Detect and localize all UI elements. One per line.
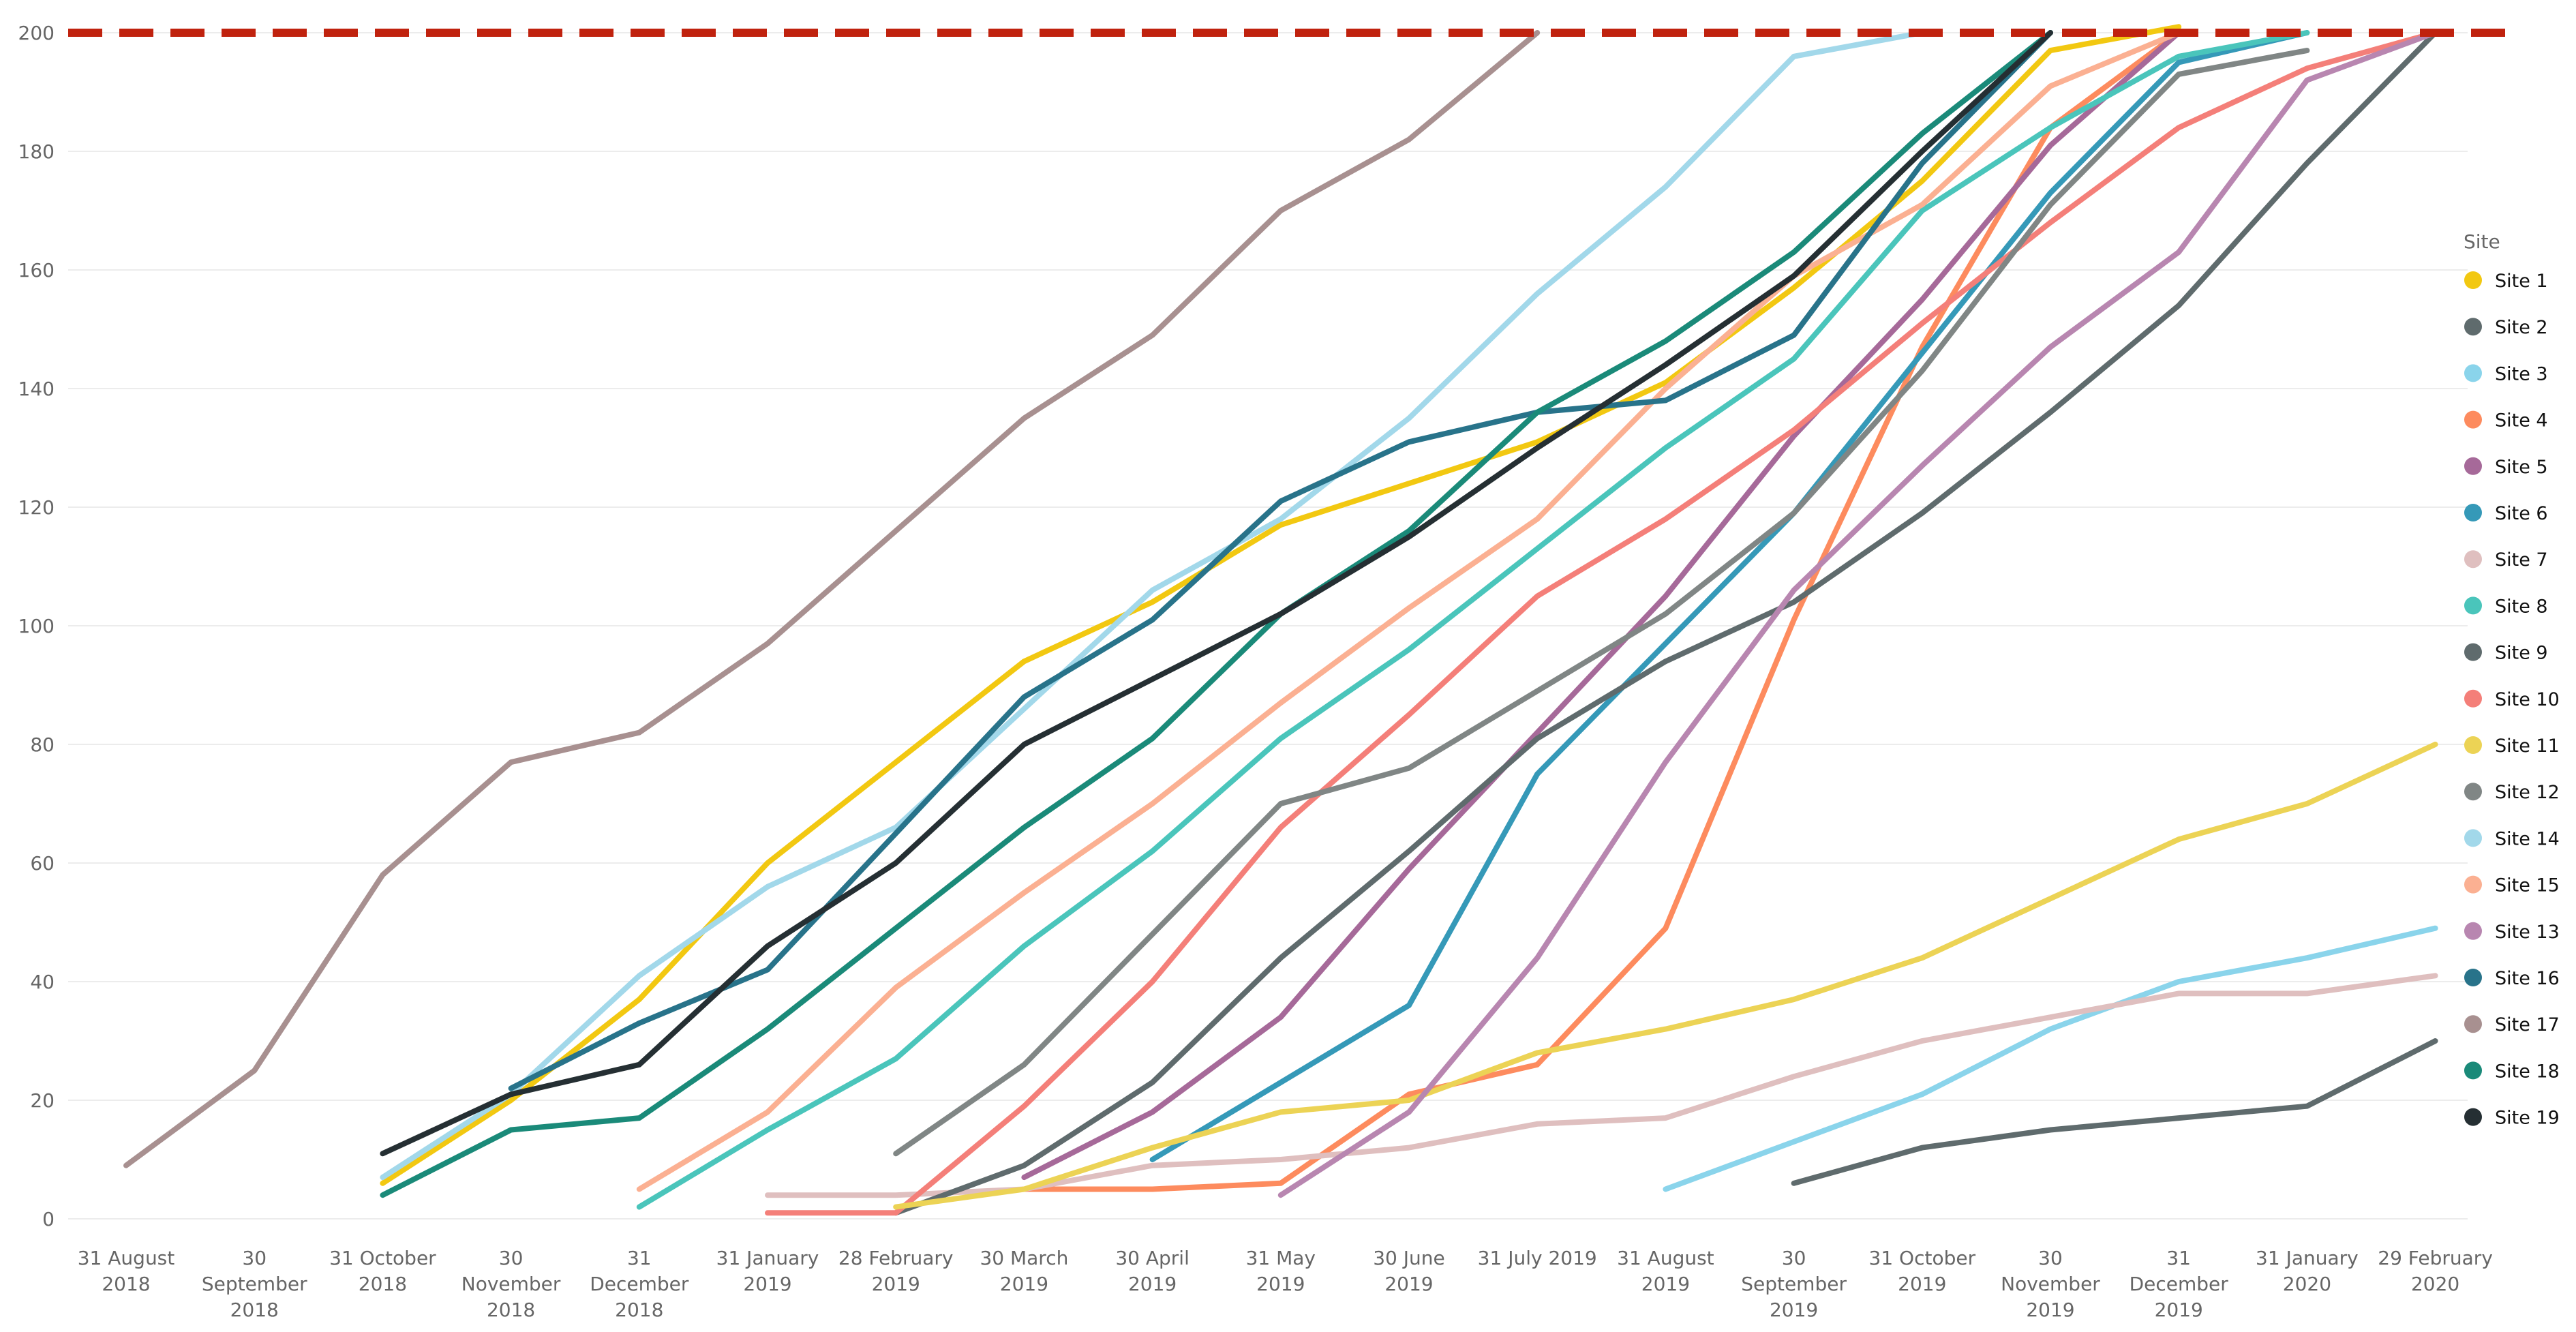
legend-item-label: Site 1 — [2495, 271, 2548, 292]
legend-item-label: Site 6 — [2495, 503, 2548, 524]
x-tick-label: 31 December 2019 — [2130, 1247, 2229, 1321]
series-line-site-14 — [380, 30, 1925, 1181]
x-tick-label: 30 September 2019 — [1741, 1247, 1847, 1321]
x-tick-label: 31 August 2019 — [1617, 1247, 1714, 1295]
x-axis: 31 August 2018 30 September 2018 31 October 20… — [78, 1247, 2493, 1321]
series-lines — [123, 24, 2438, 1216]
series-line-site-1 — [380, 24, 2182, 1186]
legend-marker — [2464, 1061, 2482, 1080]
x-tick-label: 31 January 2019 — [716, 1247, 819, 1295]
x-tick-label: 29 February 2020 — [2378, 1247, 2493, 1295]
x-tick-label: 31 August 2018 — [78, 1247, 175, 1295]
y-tick-label: 200 — [18, 22, 55, 44]
x-tick-label: 31 October 2019 — [1869, 1247, 1976, 1295]
y-tick-label: 120 — [18, 496, 55, 519]
legend-marker — [2464, 550, 2482, 569]
series-line-site-17 — [123, 30, 1541, 1168]
legend-item-label: Site 2 — [2495, 317, 2548, 338]
legend-item-label: Site 7 — [2495, 549, 2548, 571]
series-line-site-8 — [636, 30, 2310, 1210]
x-tick-label: 31 January 2020 — [2256, 1247, 2359, 1295]
x-tick-label: 30 November 2019 — [2001, 1247, 2100, 1321]
legend-marker — [2464, 596, 2482, 615]
legend-item-label: Site 11 — [2495, 736, 2560, 757]
series-line-site-5 — [1021, 30, 2182, 1181]
legend-item-label: Site 9 — [2495, 643, 2548, 664]
legend-marker — [2464, 922, 2482, 940]
x-tick-label: 31 October 2018 — [329, 1247, 436, 1295]
legend-marker — [2464, 271, 2482, 289]
legend-marker — [2464, 457, 2482, 475]
legend-marker — [2464, 643, 2482, 661]
legend-item-label: Site 15 — [2495, 875, 2560, 896]
legend-item-label: Site 8 — [2495, 596, 2548, 617]
x-tick-label: 31 July 2019 — [1478, 1247, 1597, 1269]
y-tick-label: 40 — [30, 971, 55, 993]
series-line-site-10 — [765, 30, 2438, 1216]
legend-marker — [2464, 969, 2482, 986]
legend-item-label: Site 12 — [2495, 782, 2560, 803]
series-line-site-2 — [1791, 1038, 2438, 1186]
y-tick-label: 100 — [18, 615, 55, 637]
legend-marker — [2464, 736, 2482, 754]
series-line-site-12 — [893, 48, 2310, 1157]
series-line-site-16 — [508, 30, 2053, 1091]
series-line-site-3 — [1663, 925, 2438, 1192]
x-tick-label: 31 December 2018 — [590, 1247, 689, 1321]
legend-marker — [2464, 364, 2482, 382]
series-line-site-11 — [893, 742, 2438, 1210]
x-tick-label: 30 June 2019 — [1373, 1247, 1445, 1295]
legend-marker — [2464, 318, 2482, 336]
legend-item-label: Site 18 — [2495, 1061, 2560, 1082]
legend-item-label: Site 16 — [2495, 968, 2560, 989]
y-tick-label: 80 — [30, 733, 55, 756]
legend: Site Site 1 Site 2 Site 3 Site 4 Site 5 Site … — [2464, 230, 2560, 1129]
x-tick-label: 30 March 2019 — [980, 1247, 1068, 1295]
series-line-site-13 — [1277, 30, 2438, 1198]
series-line-site-6 — [1149, 30, 2310, 1162]
series-line-site-18 — [380, 30, 2053, 1198]
legend-item-label: Site 4 — [2495, 410, 2548, 432]
y-tick-label: 0 — [42, 1208, 55, 1230]
legend-marker — [2464, 410, 2482, 429]
legend-marker — [2464, 783, 2482, 801]
series-line-site-9 — [893, 30, 2438, 1216]
x-tick-label: 31 May 2019 — [1246, 1247, 1316, 1295]
legend-marker — [2464, 1015, 2482, 1033]
legend-marker — [2464, 1108, 2482, 1126]
x-tick-label: 30 November 2018 — [461, 1247, 561, 1321]
legend-marker — [2464, 689, 2482, 708]
legend-title: Site — [2464, 230, 2500, 253]
series-line-site-19 — [380, 30, 2053, 1157]
y-tick-label: 60 — [30, 852, 55, 875]
series-line-site-15 — [636, 30, 2182, 1192]
y-tick-label: 160 — [18, 259, 55, 282]
legend-marker — [2464, 875, 2482, 894]
legend-marker — [2464, 829, 2482, 847]
legend-item-label: Site 5 — [2495, 457, 2548, 478]
legend-item-label: Site 14 — [2495, 828, 2560, 849]
y-tick-label: 20 — [30, 1089, 55, 1112]
series-line-site-7 — [765, 973, 2438, 1198]
legend-item-label: Site 19 — [2495, 1108, 2560, 1129]
series-line-site-4 — [1021, 30, 2182, 1192]
legend-item-label: Site 13 — [2495, 922, 2560, 943]
x-tick-label: 30 April 2019 — [1115, 1247, 1189, 1295]
y-axis: 0 20 40 60 80 100 120 140 160 180 200 — [18, 22, 55, 1230]
y-tick-label: 140 — [18, 378, 55, 400]
legend-item-label: Site 10 — [2495, 689, 2560, 710]
legend-item-label: Site 3 — [2495, 363, 2548, 384]
legend-item-label: Site 17 — [2495, 1014, 2560, 1035]
x-tick-label: 28 February 2019 — [838, 1247, 954, 1295]
legend-marker — [2464, 504, 2482, 521]
y-tick-label: 180 — [18, 140, 55, 163]
x-tick-label: 30 September 2018 — [202, 1247, 307, 1321]
